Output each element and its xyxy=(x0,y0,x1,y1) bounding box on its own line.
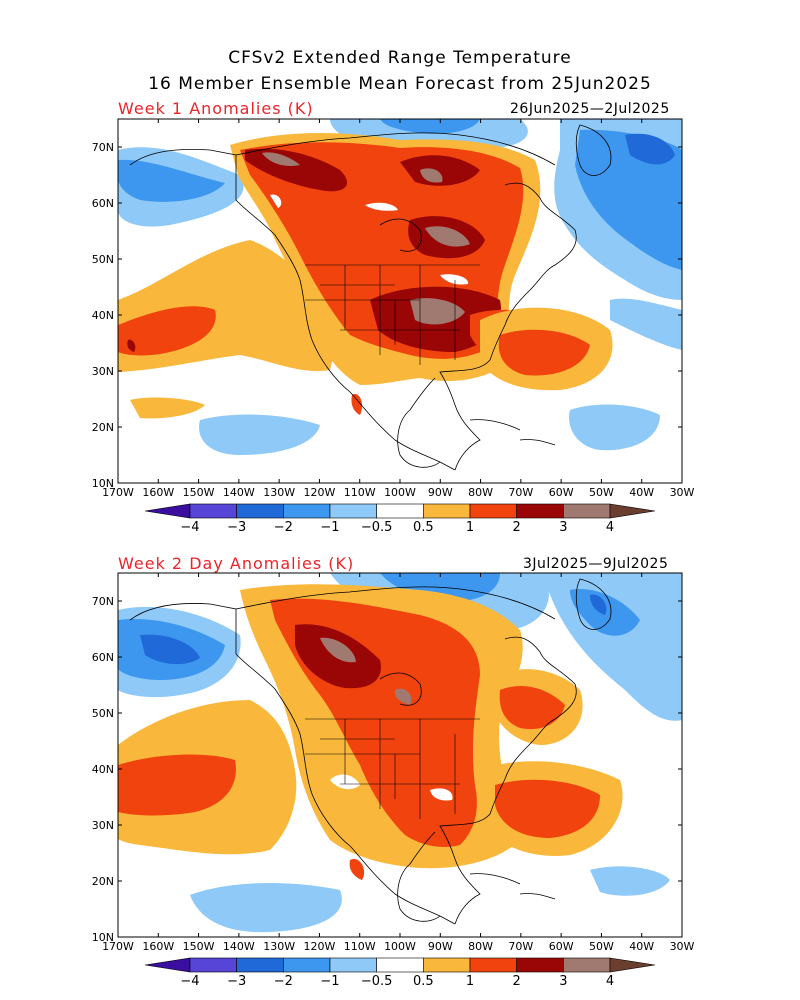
lat-tick-label: 60N xyxy=(92,651,114,664)
colorbar-label: 0.5 xyxy=(413,974,434,989)
lon-tick-label: 40W xyxy=(629,486,654,499)
lon-tick-label: 140W xyxy=(223,940,255,953)
lon-tick-label: 80W xyxy=(468,486,493,499)
colorbar-segment xyxy=(236,957,284,973)
week2-map xyxy=(118,573,682,937)
lat-tick-label: 30N xyxy=(92,819,114,832)
colorbar-segment xyxy=(189,957,237,973)
lon-tick-label: 130W xyxy=(263,940,295,953)
lon-tick-label: 60W xyxy=(549,940,574,953)
lat-tick-label: 70N xyxy=(92,141,114,154)
lat-tick-label: 40N xyxy=(92,309,114,322)
lon-tick-label: 170W xyxy=(102,486,134,499)
colorbar-label: 0.5 xyxy=(413,520,434,535)
lon-tick-label: 160W xyxy=(142,486,174,499)
lon-tick-label: 100W xyxy=(384,486,416,499)
lon-tick-label: 150W xyxy=(183,940,215,953)
colorbar-segment xyxy=(329,957,377,973)
chart-title-line2: 16 Member Ensemble Mean Forecast from 25… xyxy=(148,74,652,94)
colorbar-segment xyxy=(516,503,564,519)
colorbar-segment xyxy=(609,957,656,973)
lat-tick-label: 40N xyxy=(92,763,114,776)
lon-tick-label: 150W xyxy=(183,486,215,499)
week2-label: Week 2 Day Anomalies (K) xyxy=(118,554,355,573)
colorbar-segment xyxy=(469,503,517,519)
colorbar-segment xyxy=(189,503,237,519)
week2-dates: 3Jul2025—9Jul2025 xyxy=(523,556,669,572)
colorbar-segment xyxy=(283,503,331,519)
lon-tick-label: 60W xyxy=(549,486,574,499)
lon-tick-label: 120W xyxy=(303,486,335,499)
colorbar-label: 3 xyxy=(559,520,567,535)
colorbar-label: −1 xyxy=(320,974,339,989)
colorbar-segment xyxy=(423,957,471,973)
colorbar-label: −3 xyxy=(227,520,246,535)
lat-tick-label: 20N xyxy=(92,875,114,888)
colorbar-label: 2 xyxy=(513,974,521,989)
lat-tick-label: 10N xyxy=(92,477,114,490)
week1-map xyxy=(118,119,682,483)
colorbar-segment xyxy=(144,957,191,973)
colorbar-label: −2 xyxy=(274,520,293,535)
colorbar-label: −4 xyxy=(180,520,199,535)
lat-tick-label: 60N xyxy=(92,197,114,210)
lon-tick-label: 170W xyxy=(102,940,134,953)
lat-tick-label: 70N xyxy=(92,595,114,608)
lon-tick-label: 90W xyxy=(428,486,453,499)
colorbar-segment xyxy=(423,503,471,519)
colorbar-segment xyxy=(469,957,517,973)
lon-tick-label: 40W xyxy=(629,940,654,953)
week1-label: Week 1 Anomalies (K) xyxy=(118,99,314,118)
lon-tick-label: 140W xyxy=(223,486,255,499)
colorbar-segment xyxy=(236,503,284,519)
colorbar-segment xyxy=(376,503,424,519)
colorbar-label: −2 xyxy=(274,974,293,989)
lon-tick-label: 90W xyxy=(428,940,453,953)
colorbar-segment xyxy=(329,503,377,519)
colorbar-segment xyxy=(283,957,331,973)
lat-tick-label: 50N xyxy=(92,707,114,720)
lon-tick-label: 30W xyxy=(670,940,695,953)
lon-tick-label: 70W xyxy=(508,486,533,499)
colorbar-segment xyxy=(376,957,424,973)
lat-tick-label: 10N xyxy=(92,931,114,944)
lon-tick-label: 100W xyxy=(384,940,416,953)
lon-tick-label: 110W xyxy=(344,486,376,499)
colorbar-label: −4 xyxy=(180,974,199,989)
lat-tick-label: 50N xyxy=(92,253,114,266)
colorbar-segment xyxy=(609,503,656,519)
lon-tick-label: 110W xyxy=(344,940,376,953)
colorbar-label: 2 xyxy=(513,520,521,535)
lon-tick-label: 50W xyxy=(589,940,614,953)
colorbar-segment xyxy=(563,503,611,519)
colorbar-segment xyxy=(144,503,191,519)
colorbar-segment xyxy=(563,957,611,973)
colorbar-label: 1 xyxy=(466,520,474,535)
colorbar-segment xyxy=(516,957,564,973)
colorbar-label: −3 xyxy=(227,974,246,989)
lon-tick-label: 30W xyxy=(670,486,695,499)
colorbar-label: 4 xyxy=(606,520,614,535)
colorbar-label: 4 xyxy=(606,974,614,989)
lon-tick-label: 120W xyxy=(303,940,335,953)
lon-tick-label: 80W xyxy=(468,940,493,953)
colorbar-label: −0.5 xyxy=(361,974,393,989)
lon-tick-label: 160W xyxy=(142,940,174,953)
lon-tick-label: 50W xyxy=(589,486,614,499)
colorbar-label: −0.5 xyxy=(361,520,393,535)
lon-tick-label: 130W xyxy=(263,486,295,499)
chart-title-line1: CFSv2 Extended Range Temperature xyxy=(228,48,572,68)
lon-tick-label: 70W xyxy=(508,940,533,953)
lat-tick-label: 20N xyxy=(92,421,114,434)
lat-tick-label: 30N xyxy=(92,365,114,378)
colorbar-label: −1 xyxy=(320,520,339,535)
week1-dates: 26Jun2025—2Jul2025 xyxy=(510,101,670,117)
colorbar-label: 3 xyxy=(559,974,567,989)
colorbar-label: 1 xyxy=(466,974,474,989)
